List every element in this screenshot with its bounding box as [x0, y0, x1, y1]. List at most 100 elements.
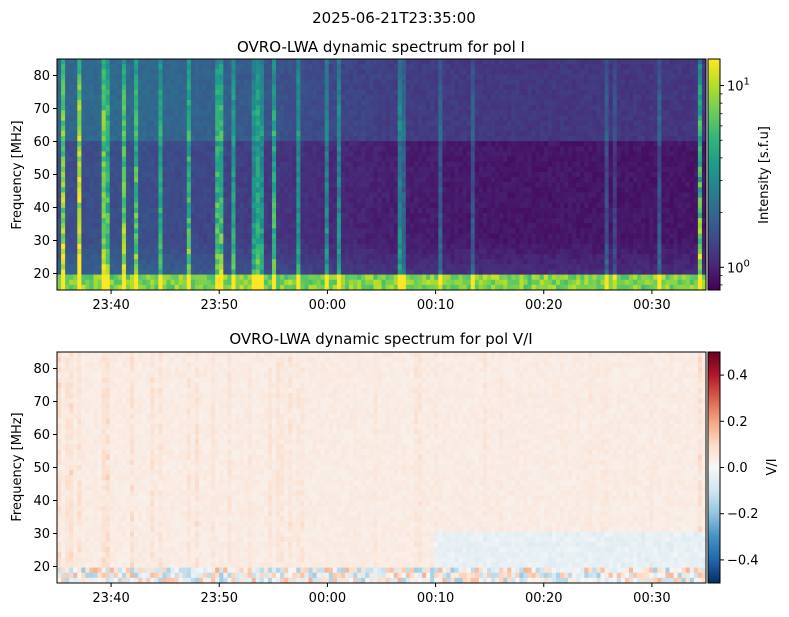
heatmap-cell	[665, 166, 671, 173]
heatmap-cell	[624, 207, 630, 214]
heatmap-cell	[150, 84, 155, 91]
heatmap-cell	[454, 100, 460, 106]
heatmap-cell	[592, 59, 598, 65]
heatmap-cell	[653, 166, 658, 173]
heatmap-cell	[434, 207, 439, 214]
heatmap-cell	[247, 105, 253, 111]
heatmap-cell	[146, 64, 151, 70]
heatmap-cell	[170, 105, 176, 111]
heatmap-cell	[162, 202, 168, 209]
heatmap-cell	[535, 177, 541, 183]
heatmap-cell	[57, 177, 62, 183]
heatmap-cell	[162, 115, 168, 122]
heatmap-cell	[243, 69, 249, 75]
heatmap-cell	[174, 136, 180, 142]
heatmap-cell	[527, 89, 533, 96]
heatmap-cell	[495, 105, 500, 111]
heatmap-cell	[637, 130, 642, 137]
heatmap-cell	[454, 156, 460, 163]
heatmap-cell	[426, 110, 431, 117]
heatmap-cell	[462, 207, 468, 214]
heatmap-cell	[235, 84, 241, 91]
heatmap-cell	[57, 197, 62, 204]
heatmap-cell	[470, 187, 476, 194]
heatmap-cell	[150, 171, 155, 178]
heatmap-cell	[584, 141, 589, 147]
heatmap-cell	[523, 89, 529, 96]
heatmap-cell	[572, 151, 577, 158]
heatmap-cell	[401, 213, 407, 219]
heatmap-cell	[344, 171, 350, 178]
heatmap-cell	[405, 130, 411, 137]
heatmap-cell	[150, 130, 155, 137]
heatmap-cell	[568, 182, 573, 188]
heatmap-cell	[336, 110, 342, 117]
heatmap-cell	[142, 69, 147, 75]
heatmap-cell	[519, 177, 525, 183]
heatmap-cell	[515, 130, 521, 137]
heatmap-cell	[162, 182, 168, 188]
heatmap-cell	[219, 146, 224, 152]
heatmap-cell	[693, 156, 699, 163]
heatmap-cell	[121, 110, 127, 117]
heatmap-cell	[466, 105, 472, 111]
heatmap-cell	[263, 74, 269, 81]
heatmap-cell	[89, 177, 95, 183]
heatmap-cell	[308, 192, 314, 199]
heatmap-cell	[357, 161, 362, 168]
heatmap-cell	[194, 182, 200, 188]
heatmap-cell	[296, 182, 301, 188]
heatmap-cell	[138, 151, 143, 158]
heatmap-cell	[146, 192, 151, 199]
heatmap-cell	[495, 171, 500, 178]
heatmap-cell	[677, 192, 683, 199]
heatmap-cell	[511, 146, 516, 152]
heatmap-cell	[292, 207, 297, 214]
heatmap-cell	[203, 182, 208, 188]
heatmap-cell	[426, 166, 431, 173]
heatmap-cell	[389, 166, 395, 173]
heatmap-cell	[434, 202, 439, 209]
heatmap-cell	[653, 136, 658, 142]
heatmap-cell	[369, 141, 374, 147]
heatmap-cell	[81, 120, 86, 127]
heatmap-cell	[349, 156, 354, 163]
heatmap-cell	[543, 105, 549, 111]
heatmap-cell	[324, 64, 330, 70]
heatmap-cell	[308, 84, 314, 91]
heatmap-cell	[336, 202, 342, 209]
heatmap-cell	[166, 202, 172, 209]
heatmap-cell	[405, 105, 411, 111]
heatmap-cell	[340, 89, 346, 96]
heatmap-cell	[685, 136, 691, 142]
heatmap-cell	[85, 177, 91, 183]
heatmap-cell	[170, 59, 176, 65]
heatmap-cell	[134, 79, 139, 86]
heatmap-cell	[353, 69, 358, 75]
heatmap-cell	[292, 177, 297, 183]
heatmap-cell	[454, 177, 460, 183]
heatmap-cell	[121, 94, 127, 101]
heatmap-cell	[154, 120, 160, 127]
heatmap-cell	[97, 100, 103, 106]
heatmap-cell	[344, 105, 350, 111]
heatmap-cell	[413, 130, 419, 137]
heatmap-cell	[211, 115, 216, 122]
heatmap-cell	[523, 136, 529, 142]
heatmap-cell	[280, 207, 285, 214]
heatmap-cell	[231, 187, 237, 194]
heatmap-cell	[340, 136, 346, 142]
heatmap-cell	[393, 171, 399, 178]
heatmap-cell	[438, 197, 443, 204]
heatmap-cell	[154, 187, 160, 194]
heatmap-cell	[580, 125, 585, 132]
heatmap-cell	[365, 84, 370, 91]
heatmap-cell	[186, 197, 192, 204]
heatmap-cell	[641, 130, 646, 137]
heatmap-cell	[616, 146, 622, 152]
heatmap-cell	[491, 202, 496, 209]
heatmap-cell	[332, 89, 338, 96]
heatmap-cell	[304, 125, 310, 132]
heatmap-cell	[641, 59, 646, 65]
heatmap-cell	[340, 156, 346, 163]
